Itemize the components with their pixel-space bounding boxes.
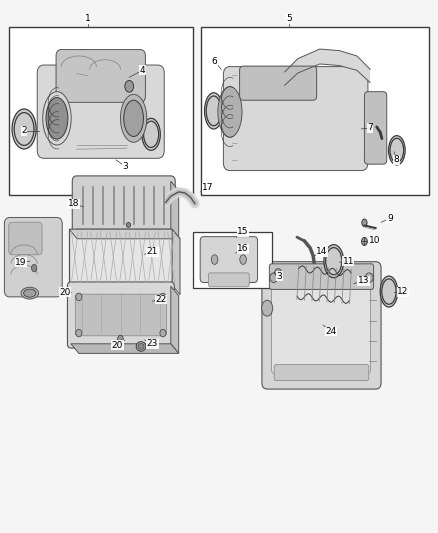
Ellipse shape <box>46 98 68 139</box>
Text: 18: 18 <box>68 199 79 208</box>
Text: 14: 14 <box>316 247 328 256</box>
Polygon shape <box>171 286 179 353</box>
Ellipse shape <box>76 329 82 337</box>
FancyBboxPatch shape <box>272 285 371 374</box>
Bar <box>9 27 193 195</box>
Ellipse shape <box>136 342 146 351</box>
FancyBboxPatch shape <box>72 176 175 235</box>
Text: 4: 4 <box>140 66 145 75</box>
Text: 3: 3 <box>122 162 128 171</box>
Ellipse shape <box>138 344 144 350</box>
Ellipse shape <box>380 276 398 307</box>
Ellipse shape <box>212 255 218 264</box>
Polygon shape <box>69 229 180 239</box>
FancyBboxPatch shape <box>37 65 164 158</box>
Ellipse shape <box>240 255 246 264</box>
Text: 16: 16 <box>237 245 249 253</box>
Bar <box>193 232 272 288</box>
Ellipse shape <box>270 273 278 282</box>
Text: 3: 3 <box>276 272 283 280</box>
Text: 17: 17 <box>202 183 214 192</box>
FancyBboxPatch shape <box>269 264 374 289</box>
FancyBboxPatch shape <box>4 217 62 297</box>
FancyBboxPatch shape <box>56 50 145 102</box>
Polygon shape <box>171 181 179 239</box>
Text: 22: 22 <box>155 295 167 304</box>
Ellipse shape <box>124 100 143 136</box>
Ellipse shape <box>120 94 147 142</box>
Ellipse shape <box>142 118 160 150</box>
Ellipse shape <box>21 287 39 299</box>
Polygon shape <box>285 49 370 85</box>
FancyBboxPatch shape <box>67 282 174 348</box>
Ellipse shape <box>64 288 69 296</box>
Ellipse shape <box>275 269 282 276</box>
Polygon shape <box>172 229 180 295</box>
Text: 8: 8 <box>393 156 399 164</box>
Text: 2: 2 <box>21 126 27 135</box>
Ellipse shape <box>205 93 223 129</box>
FancyBboxPatch shape <box>262 262 381 389</box>
Ellipse shape <box>76 293 82 301</box>
Text: 23: 23 <box>147 340 158 348</box>
Text: 5: 5 <box>286 14 292 23</box>
Bar <box>201 27 429 195</box>
Ellipse shape <box>32 264 37 272</box>
FancyBboxPatch shape <box>200 237 258 282</box>
Text: 21: 21 <box>147 247 158 256</box>
Text: 9: 9 <box>387 214 393 223</box>
FancyBboxPatch shape <box>9 222 42 255</box>
Ellipse shape <box>160 329 166 337</box>
Ellipse shape <box>43 92 71 145</box>
Text: 19: 19 <box>15 258 27 266</box>
Ellipse shape <box>125 80 134 92</box>
Ellipse shape <box>126 223 131 228</box>
Ellipse shape <box>362 237 367 245</box>
Text: 11: 11 <box>343 257 354 265</box>
Text: 12: 12 <box>397 287 409 296</box>
Ellipse shape <box>160 293 166 301</box>
FancyBboxPatch shape <box>75 294 166 336</box>
FancyBboxPatch shape <box>274 365 369 381</box>
Text: 1: 1 <box>85 14 91 23</box>
Ellipse shape <box>218 86 242 137</box>
Ellipse shape <box>261 300 272 316</box>
FancyBboxPatch shape <box>240 66 317 100</box>
Ellipse shape <box>362 219 367 227</box>
Ellipse shape <box>117 335 124 344</box>
Polygon shape <box>297 266 351 303</box>
FancyBboxPatch shape <box>208 273 249 287</box>
Polygon shape <box>77 229 179 239</box>
Ellipse shape <box>365 273 373 282</box>
Ellipse shape <box>324 245 344 278</box>
Text: 10: 10 <box>369 237 380 245</box>
Ellipse shape <box>24 289 36 297</box>
Text: 7: 7 <box>367 124 373 132</box>
Polygon shape <box>71 344 179 353</box>
Ellipse shape <box>389 136 405 165</box>
Text: 24: 24 <box>325 327 336 336</box>
Text: 15: 15 <box>237 228 249 236</box>
Text: 20: 20 <box>59 288 71 296</box>
FancyBboxPatch shape <box>364 92 387 164</box>
FancyBboxPatch shape <box>223 67 368 171</box>
Text: 13: 13 <box>358 277 369 285</box>
Bar <box>69 229 172 285</box>
Text: 6: 6 <box>212 57 218 66</box>
Text: 20: 20 <box>112 341 123 350</box>
Ellipse shape <box>12 109 36 149</box>
